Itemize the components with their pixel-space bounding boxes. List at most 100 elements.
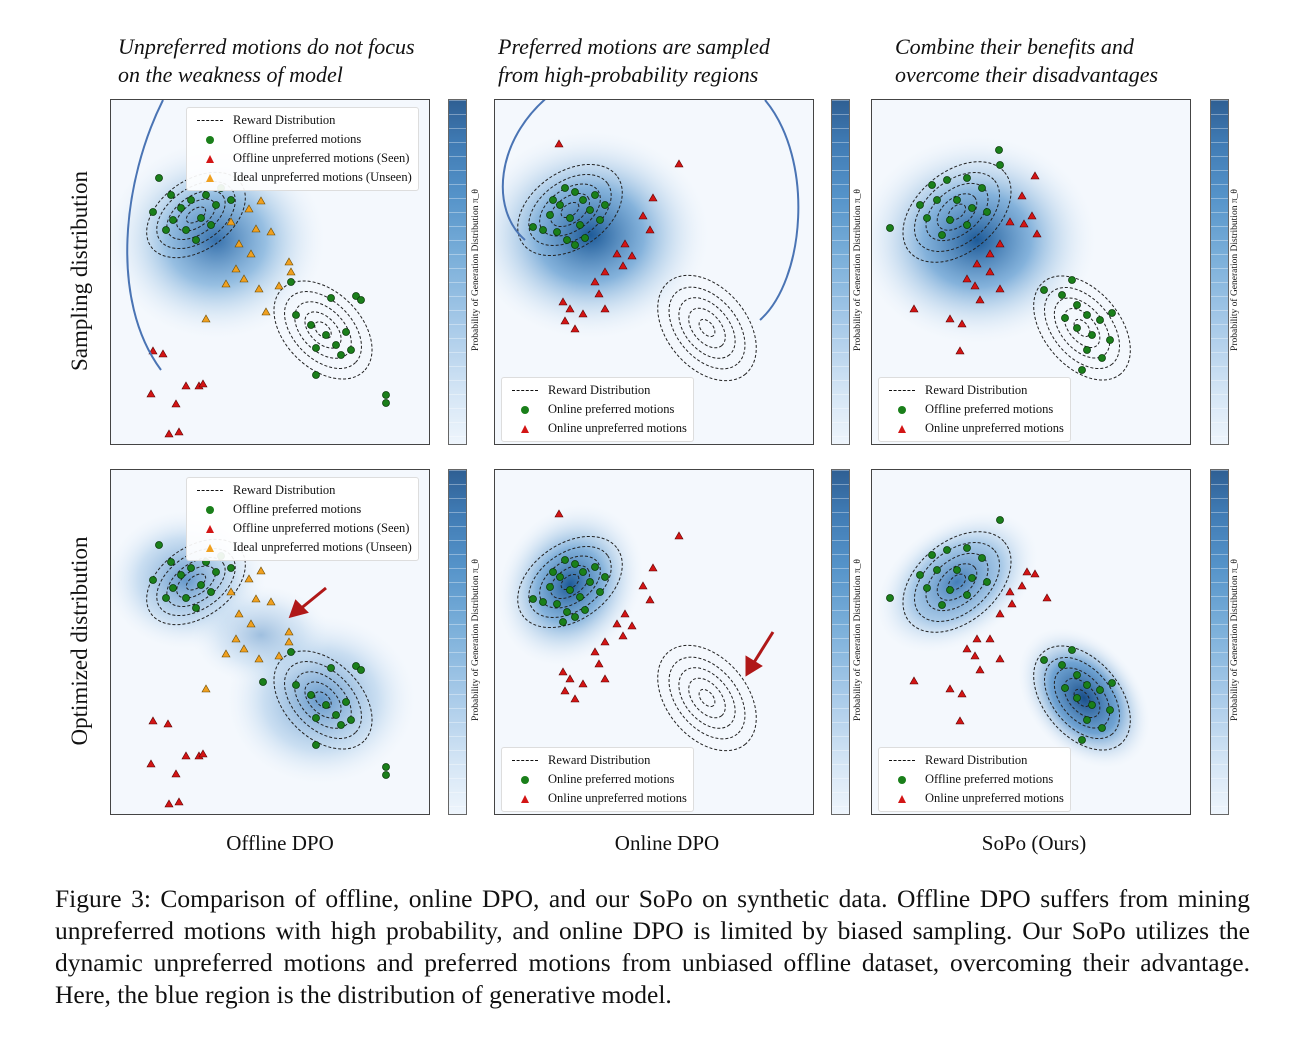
density-blob [495, 503, 645, 667]
blue-curved-arrow [126, 100, 164, 371]
legend-reward: Reward Distribution [233, 483, 336, 497]
legend-offline-sampling: Reward Distribution Offline preferred mo… [186, 107, 419, 191]
legend-sopo-optimized: Reward Distribution Offline preferred mo… [878, 747, 1071, 812]
legend-unpreferred: Online unpreferred motions [548, 421, 687, 435]
legend-preferred: Offline preferred motions [925, 772, 1054, 786]
plot-sopo-sampling [872, 135, 1131, 381]
legend-row: Online preferred motions [508, 770, 687, 789]
legend-row: Offline preferred motions [885, 770, 1064, 789]
legend-row: Reward Distribution [885, 381, 1064, 400]
plot-online-optimized [495, 503, 775, 752]
legend-row: Offline preferred motions [193, 130, 412, 149]
annotation-offline-line1: Unpreferred motions do not focus [118, 34, 415, 59]
colorbar-2-2 [831, 469, 850, 815]
colorbar-2-1 [448, 469, 467, 815]
plot-online-sampling [495, 100, 800, 382]
legend-unpreferred-seen: Offline unpreferred motions (Seen) [233, 151, 410, 165]
panel-sopo-optimized: Reward Distribution Offline preferred mo… [871, 469, 1191, 815]
unpreferred-points [554, 509, 684, 703]
annotation-online-line1: Preferred motions are sampled [498, 34, 770, 59]
legend-reward: Reward Distribution [548, 383, 651, 397]
colorbar-1-2 [831, 99, 850, 445]
density-blob [875, 510, 1039, 654]
annotation-sopo-line1: Combine their benefits and [895, 34, 1134, 59]
legend-preferred: Offline preferred motions [233, 502, 362, 516]
ideal-unpreferred-points [201, 196, 296, 323]
plot-sopo-optimized [875, 510, 1151, 769]
legend-reward: Reward Distribution [925, 383, 1028, 397]
preferred-points [149, 174, 390, 407]
colorbar-label-1-1: Probability of Generation Distribution π… [471, 189, 481, 351]
density-blob [495, 130, 710, 340]
colorbar-1-1 [448, 99, 467, 445]
red-arrow [745, 631, 775, 677]
legend-reward: Reward Distribution [925, 753, 1028, 767]
panel-offline-optimized: Reward Distribution Offline preferred mo… [110, 469, 430, 815]
unpreferred-points [909, 171, 1042, 355]
legend-unpreferred: Online unpreferred motions [925, 421, 1064, 435]
unpreferred-points [146, 346, 208, 438]
legend-ideal-unseen: Ideal unpreferred motions (Unseen) [233, 540, 412, 554]
legend-row: Online unpreferred motions [885, 789, 1064, 808]
unpreferred-points [909, 567, 1052, 725]
legend-ideal-unseen: Ideal unpreferred motions (Unseen) [233, 170, 412, 184]
figure-caption: Figure 3: Comparison of offline, online … [55, 884, 1250, 1009]
legend-row: Offline preferred motions [885, 400, 1064, 419]
legend-row: Ideal unpreferred motions (Unseen) [193, 168, 412, 187]
unpreferred-points [554, 139, 684, 333]
red-arrow [288, 586, 327, 619]
colorbar-1-3 [1210, 99, 1229, 445]
panel-offline-sampling: Reward Distribution Offline preferred mo… [110, 99, 430, 445]
legend-row: Reward Distribution [885, 751, 1064, 770]
annotation-offline-line2: on the weakness of model [118, 62, 343, 87]
reward-contours [902, 531, 1131, 751]
legend-row: Offline unpreferred motions (Seen) [193, 149, 412, 168]
legend-preferred: Offline preferred motions [233, 132, 362, 146]
legend-offline-optimized: Reward Distribution Offline preferred mo… [186, 477, 419, 561]
panel-online-sampling: Reward Distribution Online preferred mot… [494, 99, 814, 445]
ideal-unpreferred-points [201, 566, 294, 693]
legend-unpreferred-seen: Offline unpreferred motions (Seen) [233, 521, 410, 535]
annotation-sopo: Combine their benefits and overcome thei… [895, 33, 1158, 89]
legend-row: Offline unpreferred motions (Seen) [193, 519, 412, 538]
annotation-sopo-line2: overcome their disadvantages [895, 62, 1159, 87]
preferred-points [886, 516, 1116, 744]
annotation-online: Preferred motions are sampled from high-… [498, 33, 770, 89]
legend-reward: Reward Distribution [548, 753, 651, 767]
colorbar-label-2-1: Probability of Generation Distribution π… [471, 559, 481, 721]
colorbar-2-3 [1210, 469, 1229, 815]
col-label-online-dpo: Online DPO [614, 831, 720, 855]
panel-online-optimized: Reward Distribution Online preferred mot… [494, 469, 814, 815]
colorbar-label-1-3: Probability of Generation Distribution π… [1230, 189, 1240, 351]
legend-unpreferred: Online unpreferred motions [548, 791, 687, 805]
density-blob [872, 135, 1097, 345]
annotation-online-line2: from high-probability regions [498, 62, 759, 87]
legend-online-optimized: Reward Distribution Online preferred mot… [501, 747, 694, 812]
legend-sopo-sampling: Reward Distribution Offline preferred mo… [878, 377, 1071, 442]
colorbar-label-2-2: Probability of Generation Distribution π… [853, 559, 863, 721]
legend-row: Online unpreferred motions [508, 419, 687, 438]
row-label-sampling: Sampling distribution [67, 171, 92, 371]
legend-row: Online unpreferred motions [508, 789, 687, 808]
row-label-optimized: Optimized distribution [67, 536, 92, 746]
legend-row: Online preferred motions [508, 400, 687, 419]
legend-online-sampling: Reward Distribution Online preferred mot… [501, 377, 694, 442]
legend-reward: Reward Distribution [233, 113, 336, 127]
col-label-sopo: SoPo (Ours) [981, 831, 1087, 855]
legend-row: Ideal unpreferred motions (Unseen) [193, 538, 412, 557]
legend-row: Reward Distribution [193, 111, 412, 130]
col-label-offline-dpo: Offline DPO [226, 831, 334, 855]
preferred-points [149, 541, 390, 779]
legend-preferred: Online preferred motions [548, 402, 675, 416]
unpreferred-points [146, 716, 208, 808]
legend-row: Reward Distribution [508, 751, 687, 770]
preferred-points [529, 556, 609, 626]
legend-preferred: Offline preferred motions [925, 402, 1054, 416]
legend-row: Reward Distribution [508, 381, 687, 400]
preferred-points [886, 146, 1116, 374]
panel-sopo-sampling: Reward Distribution Offline preferred mo… [871, 99, 1191, 445]
legend-unpreferred: Online unpreferred motions [925, 791, 1064, 805]
legend-row: Online unpreferred motions [885, 419, 1064, 438]
density-blob [1017, 627, 1151, 769]
preferred-points [529, 184, 609, 249]
